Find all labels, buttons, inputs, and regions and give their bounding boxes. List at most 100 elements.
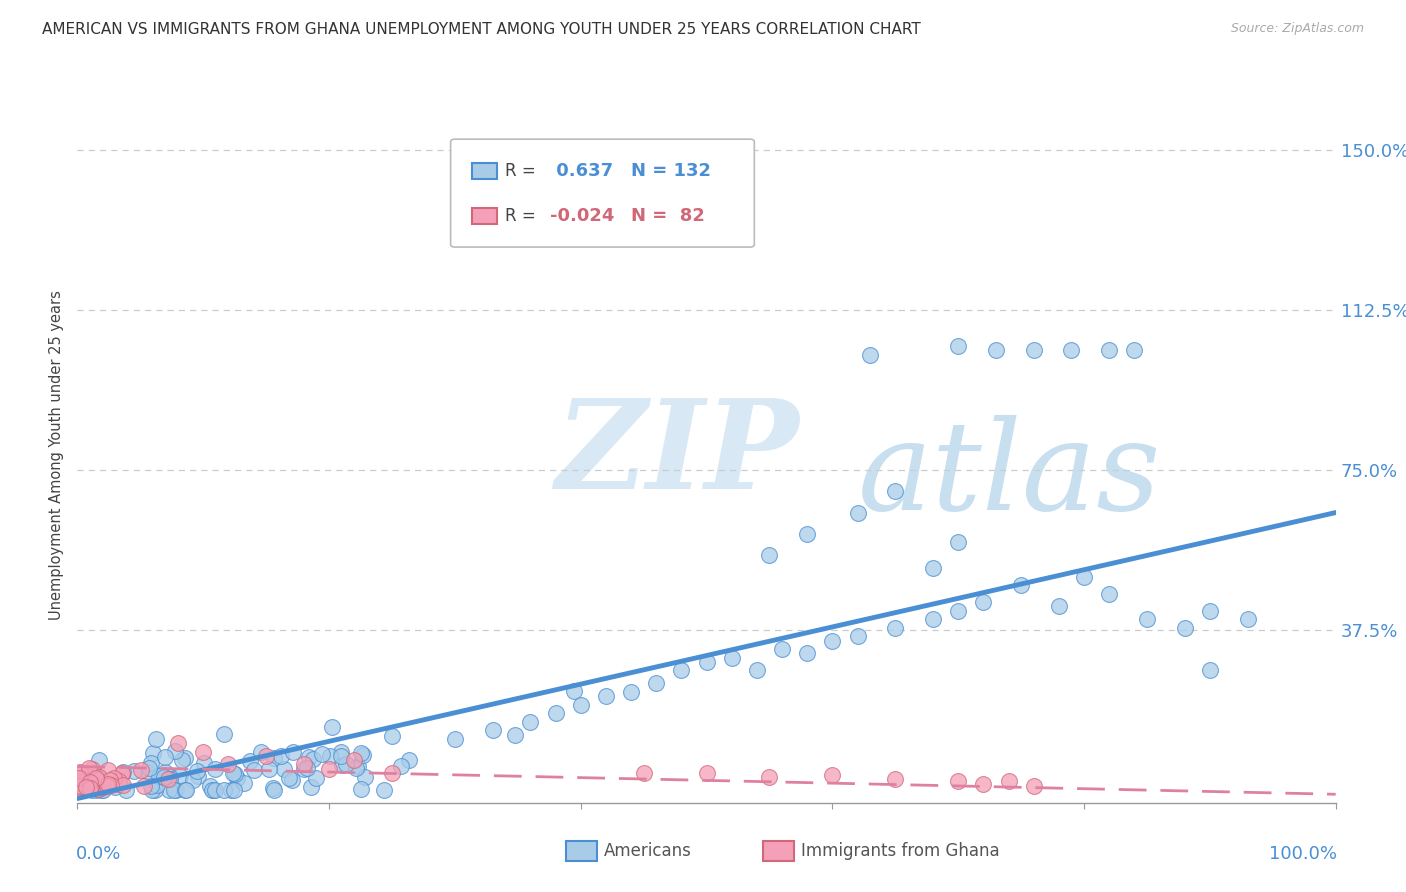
Point bbox=[82, 777, 104, 791]
Point bbox=[77, 761, 100, 775]
Point bbox=[73, 775, 96, 789]
Point bbox=[997, 774, 1019, 789]
Point bbox=[87, 782, 110, 797]
Point bbox=[82, 783, 104, 797]
Point bbox=[332, 758, 354, 772]
Point bbox=[153, 764, 176, 779]
Point bbox=[350, 746, 373, 760]
Point bbox=[146, 778, 169, 792]
Point bbox=[84, 774, 107, 789]
Point bbox=[201, 783, 224, 797]
Point bbox=[620, 685, 643, 699]
Point bbox=[98, 772, 121, 787]
Point bbox=[948, 604, 970, 618]
Point bbox=[86, 774, 108, 789]
Point bbox=[77, 780, 100, 794]
Point bbox=[97, 764, 120, 778]
Point bbox=[76, 769, 98, 783]
Point bbox=[86, 772, 108, 787]
Text: -0.024: -0.024 bbox=[551, 207, 614, 225]
Point bbox=[859, 348, 882, 362]
Point bbox=[294, 762, 316, 776]
Point bbox=[298, 749, 321, 764]
Point bbox=[96, 779, 118, 793]
Point bbox=[142, 746, 165, 760]
Point bbox=[91, 780, 114, 795]
Point bbox=[82, 773, 104, 788]
Point bbox=[381, 729, 404, 743]
Point bbox=[350, 782, 373, 797]
Point bbox=[80, 778, 103, 792]
Point bbox=[174, 782, 197, 797]
Point bbox=[242, 763, 264, 777]
Point bbox=[796, 647, 818, 661]
Point bbox=[91, 783, 114, 797]
Point bbox=[172, 753, 194, 767]
Point bbox=[69, 776, 91, 790]
Point bbox=[922, 561, 945, 575]
Point bbox=[191, 745, 215, 759]
Point bbox=[75, 780, 97, 794]
Point bbox=[70, 780, 93, 795]
Point bbox=[67, 779, 90, 793]
Point bbox=[273, 763, 295, 777]
Point bbox=[148, 769, 170, 783]
Point bbox=[221, 783, 243, 797]
Point bbox=[89, 774, 111, 789]
Point bbox=[846, 506, 869, 520]
Point bbox=[224, 767, 246, 781]
Point bbox=[398, 753, 420, 767]
Text: Source: ZipAtlas.com: Source: ZipAtlas.com bbox=[1230, 22, 1364, 36]
Point bbox=[1098, 587, 1121, 601]
Point bbox=[111, 766, 134, 780]
Point bbox=[295, 761, 318, 775]
Text: atlas: atlas bbox=[858, 415, 1161, 537]
Point bbox=[304, 771, 326, 785]
Point bbox=[193, 756, 215, 771]
Point bbox=[922, 612, 945, 626]
Text: ZIP: ZIP bbox=[555, 394, 799, 516]
Point bbox=[198, 779, 221, 793]
Text: N =  82: N = 82 bbox=[630, 207, 704, 225]
Point bbox=[174, 783, 197, 797]
Point bbox=[89, 771, 111, 785]
Point bbox=[972, 595, 994, 609]
Point bbox=[239, 754, 262, 768]
Point bbox=[884, 621, 907, 635]
Point bbox=[79, 780, 101, 795]
Point bbox=[107, 773, 129, 788]
Point bbox=[758, 548, 780, 562]
Text: N = 132: N = 132 bbox=[630, 161, 710, 179]
Point bbox=[111, 765, 134, 780]
Point bbox=[122, 764, 145, 779]
Point bbox=[1022, 779, 1045, 793]
Point bbox=[115, 783, 138, 797]
Point bbox=[163, 783, 186, 797]
Point bbox=[984, 343, 1007, 358]
Point bbox=[346, 759, 368, 773]
Point bbox=[132, 779, 155, 793]
Point bbox=[157, 783, 180, 797]
Point bbox=[796, 527, 818, 541]
Point bbox=[112, 778, 135, 792]
Point bbox=[87, 778, 110, 792]
Point bbox=[318, 749, 340, 764]
Point bbox=[107, 777, 129, 791]
Point bbox=[758, 770, 780, 784]
Point bbox=[846, 629, 869, 643]
Point bbox=[280, 773, 302, 788]
Point bbox=[84, 772, 107, 786]
Point bbox=[569, 698, 592, 712]
Point bbox=[1236, 612, 1258, 626]
Point bbox=[519, 714, 541, 729]
Point bbox=[254, 748, 277, 763]
Point bbox=[79, 775, 101, 789]
Point bbox=[204, 762, 226, 776]
Point bbox=[821, 768, 844, 782]
Point bbox=[165, 783, 187, 797]
Point bbox=[277, 771, 299, 785]
Point bbox=[335, 756, 357, 771]
Point bbox=[302, 752, 325, 766]
Point bbox=[75, 772, 97, 787]
Point bbox=[225, 771, 247, 785]
